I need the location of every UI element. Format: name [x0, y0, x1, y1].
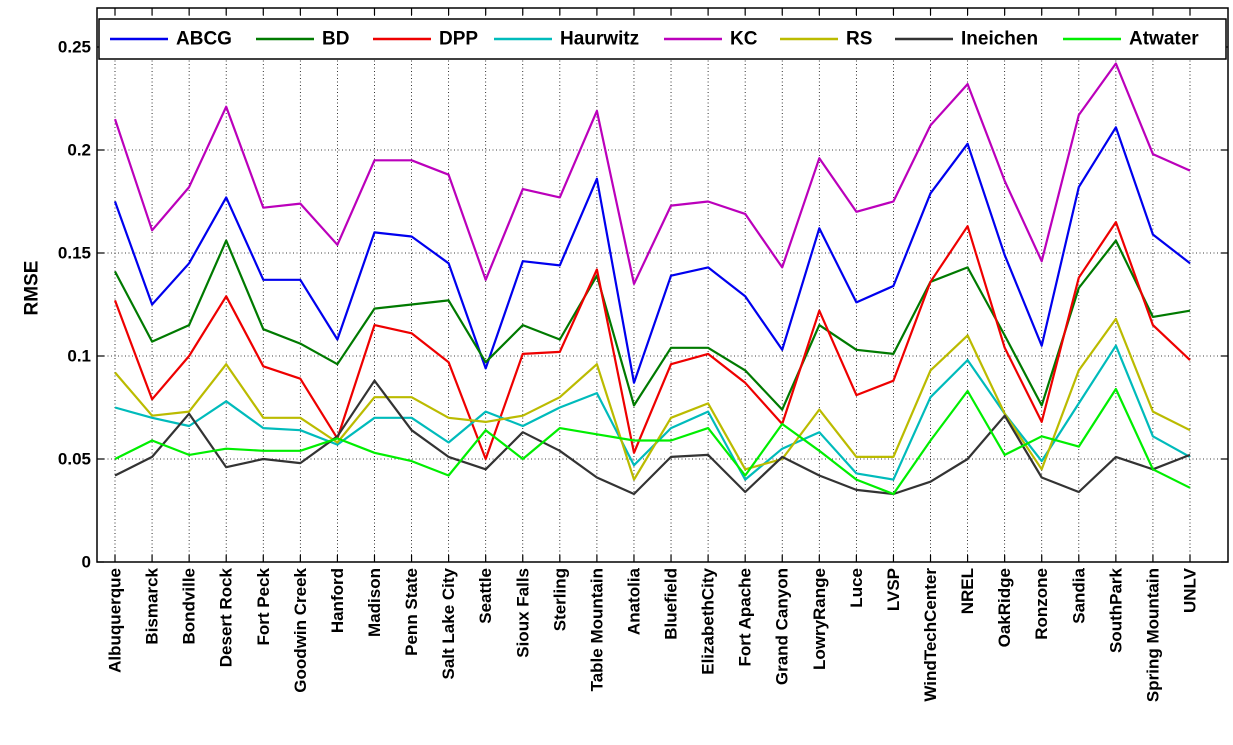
y-tick-label: 0	[82, 553, 91, 572]
series-line-rs	[114, 317, 1191, 481]
legend-item-kc: KC	[664, 29, 758, 50]
legend-label: Haurwitz	[560, 29, 639, 50]
x-tick-label: Bluefield	[662, 568, 681, 640]
x-tick-label: Fort Peck	[254, 567, 273, 645]
legend-label: BD	[322, 29, 349, 50]
x-tick-label: Desert Rock	[217, 567, 236, 667]
x-tick-label: Penn State	[402, 568, 421, 656]
series-line-dpp	[113, 221, 1191, 461]
x-tick-label: Hanford	[328, 568, 347, 633]
y-tick-label: 0.1	[67, 347, 91, 366]
x-tick-label: Fort Apache	[736, 568, 755, 667]
y-axis-title: RMSE	[22, 261, 43, 316]
x-tick-label: LowryRange	[810, 568, 829, 670]
plot-area-frame	[96, 7, 1229, 563]
series-lines	[113, 62, 1191, 496]
x-tick-label: ElizabethCity	[699, 567, 718, 674]
x-tick-label: Bondville	[180, 568, 199, 645]
x-axis-tick-labels: Albuquerque Bismarck Bondville Desert Rock F…	[106, 567, 1200, 702]
legend: ABCG BD DPP Haurwitz KC RS Ineichen Atwater	[98, 18, 1227, 60]
legend-label: DPP	[439, 29, 478, 50]
legend-item-ineichen: Ineichen	[895, 29, 1038, 50]
legend-label: KC	[730, 29, 758, 50]
x-tick-label: Madison	[365, 568, 384, 637]
series-line-abcg	[113, 126, 1191, 384]
x-tick-label: OakRidge	[995, 568, 1014, 647]
series-line-ineichen	[114, 379, 1191, 496]
x-tick-label: Sandia	[1069, 567, 1088, 623]
legend-item-dpp: DPP	[373, 29, 478, 50]
x-tick-label: Albuquerque	[106, 568, 125, 673]
y-tick-label: 0.05	[58, 450, 91, 469]
x-tick-label: Luce	[847, 568, 866, 608]
legend-label: ABCG	[176, 29, 232, 50]
x-tick-label: Salt Lake City	[439, 567, 458, 679]
x-tick-label: SouthPark	[1106, 567, 1125, 653]
legend-item-atwater: Atwater	[1063, 29, 1199, 50]
legend-item-haurwitz: Haurwitz	[494, 29, 639, 50]
x-tick-label: Spring Mountain	[1143, 568, 1162, 702]
x-tick-label: Seattle	[476, 568, 495, 624]
legend-item-rs: RS	[780, 29, 872, 50]
x-tick-label: NREL	[958, 568, 977, 614]
x-tick-label: UNLV	[1181, 567, 1200, 613]
y-tick-label: 0.25	[58, 38, 91, 57]
x-tick-label: Goodwin Creek	[291, 567, 310, 692]
legend-item-abcg: ABCG	[110, 29, 232, 50]
legend-label: Atwater	[1129, 29, 1199, 50]
series-line-kc	[113, 62, 1191, 285]
legend-label: RS	[846, 29, 872, 50]
series-line-atwater	[114, 387, 1191, 496]
y-tick-label: 0.2	[67, 141, 91, 160]
x-tick-label: Sterling	[550, 568, 569, 631]
y-axis-tick-labels: 0 0.05 0.1 0.15 0.2 0.25	[58, 38, 91, 572]
legend-item-bd: BD	[256, 29, 349, 50]
x-tick-label: Table Mountain	[587, 568, 606, 691]
x-tick-label: LVSP	[884, 568, 903, 611]
x-tick-label: Bismarck	[143, 567, 162, 644]
legend-label: Ineichen	[961, 29, 1038, 50]
x-tick-label: Anatolia	[624, 567, 643, 635]
x-tick-label: Sioux Falls	[513, 568, 532, 658]
series-line-bd	[114, 239, 1191, 411]
x-tick-label: Ronzone	[1032, 568, 1051, 640]
x-tick-label: WindTechCenter	[921, 568, 940, 702]
y-tick-label: 0.15	[58, 244, 91, 263]
x-tick-label: Grand Canyon	[773, 568, 792, 685]
